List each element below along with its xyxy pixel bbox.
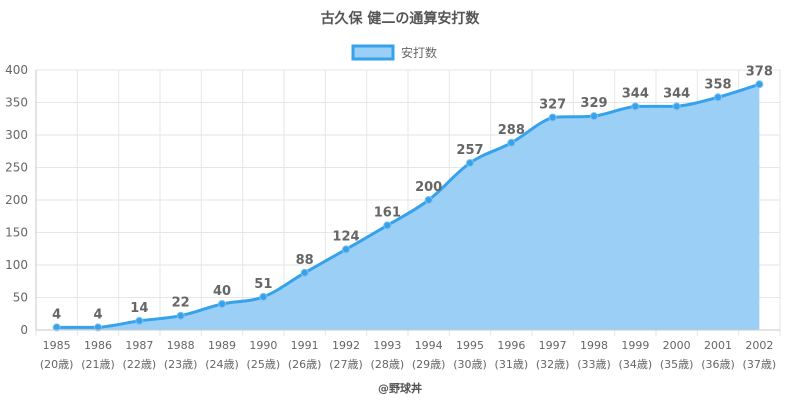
y-tick-label: 100 xyxy=(5,258,28,272)
data-point[interactable] xyxy=(590,112,598,121)
data-point[interactable] xyxy=(466,158,474,167)
x-tick-label: 1996 xyxy=(497,339,525,352)
x-tick-label: 1990 xyxy=(249,339,277,352)
legend-label: 安打数 xyxy=(401,45,437,60)
x-tick-sublabel: (37歳) xyxy=(743,358,777,371)
x-tick-sublabel: (28歳) xyxy=(371,358,405,371)
data-point[interactable] xyxy=(342,245,350,254)
y-tick-label: 400 xyxy=(5,63,28,77)
data-point[interactable] xyxy=(548,113,557,122)
data-label: 344 xyxy=(663,86,690,101)
data-label: 358 xyxy=(704,77,731,92)
x-tick-sublabel: (26歳) xyxy=(288,358,322,371)
data-point[interactable] xyxy=(94,323,102,332)
data-label: 88 xyxy=(296,253,314,268)
data-point[interactable] xyxy=(52,323,61,332)
y-tick-label: 200 xyxy=(5,193,28,207)
data-point[interactable] xyxy=(383,221,392,230)
axes: 0 50 100 150 200 250 300 350 400 1985 (20歳) 1986 (21… xyxy=(5,63,780,371)
x-tick-label: 1986 xyxy=(84,339,112,352)
x-tick-sublabel: (36歳) xyxy=(701,358,735,371)
data-point[interactable] xyxy=(218,300,226,308)
x-tick-sublabel: (27歳) xyxy=(329,358,363,371)
data-label: 4 xyxy=(52,307,61,322)
x-tick-sublabel: (22歳) xyxy=(123,358,157,371)
y-tick-label: 350 xyxy=(5,96,28,110)
x-tick-label: 1994 xyxy=(415,339,443,352)
x-tick-sublabel: (21歳) xyxy=(81,358,115,371)
x-tick-label: 1988 xyxy=(167,339,195,352)
x-tick-sublabel: (29歳) xyxy=(412,358,446,371)
series-area-fill xyxy=(56,84,760,330)
y-tick-label: 150 xyxy=(5,226,28,240)
legend[interactable]: 安打数 xyxy=(351,44,437,61)
x-tick-sublabel: (24歳) xyxy=(205,358,239,371)
x-tick-label: 1995 xyxy=(456,339,484,352)
legend-swatch xyxy=(351,44,395,61)
data-label: 4 xyxy=(93,307,102,322)
x-tick-sublabel: (25歳) xyxy=(247,358,281,371)
data-label: 288 xyxy=(498,123,525,138)
y-tick-label: 50 xyxy=(13,291,28,305)
y-tick-label: 0 xyxy=(20,323,28,337)
data-label: 329 xyxy=(580,96,607,111)
x-tick-label: 2000 xyxy=(663,339,691,352)
data-label: 22 xyxy=(172,296,190,311)
data-label: 344 xyxy=(622,86,649,101)
x-tick-label: 1999 xyxy=(621,339,649,352)
x-tick-label: 2001 xyxy=(704,339,732,352)
x-tick-label: 2002 xyxy=(745,339,773,352)
points xyxy=(52,80,764,332)
x-tick-label: 1992 xyxy=(332,339,360,352)
data-label: 40 xyxy=(213,284,231,299)
data-point[interactable] xyxy=(259,292,268,301)
data-labels: 4 4 14 22 40 51 88 124 161 200 257 288 327 329 344 344 3… xyxy=(52,64,773,322)
data-point[interactable] xyxy=(631,102,640,111)
x-tick-sublabel: (33歳) xyxy=(577,358,611,371)
data-point[interactable] xyxy=(300,268,309,277)
x-tick-label: 1991 xyxy=(291,339,319,352)
x-tick-sublabel: (20歳) xyxy=(40,358,74,371)
data-label: 14 xyxy=(130,301,148,316)
data-label: 161 xyxy=(374,205,401,220)
x-tick-label: 1989 xyxy=(208,339,236,352)
x-tick-label: 1997 xyxy=(539,339,567,352)
data-label: 257 xyxy=(456,143,483,158)
x-tick-sublabel: (32歳) xyxy=(536,358,570,371)
x-tick-sublabel: (35歳) xyxy=(660,358,694,371)
y-tick-label: 300 xyxy=(5,128,28,142)
data-label: 124 xyxy=(332,229,359,244)
chart-title: 古久保 健二の通算安打数 xyxy=(321,10,481,27)
data-label: 200 xyxy=(415,180,442,195)
data-point[interactable] xyxy=(672,102,681,111)
data-label: 378 xyxy=(746,64,773,79)
data-label: 51 xyxy=(254,277,272,292)
x-tick-sublabel: (31歳) xyxy=(495,358,529,371)
data-point[interactable] xyxy=(424,196,433,204)
x-tick-sublabel: (30歳) xyxy=(453,358,487,371)
x-tick-sublabel: (23歳) xyxy=(164,358,198,371)
x-tick-label: 1987 xyxy=(125,339,153,352)
data-point[interactable] xyxy=(755,80,764,89)
data-label: 327 xyxy=(539,97,566,112)
data-point[interactable] xyxy=(714,93,722,102)
x-tick-label: 1993 xyxy=(373,339,401,352)
data-point[interactable] xyxy=(135,316,144,325)
data-point[interactable] xyxy=(176,311,185,320)
x-tick-label: 1998 xyxy=(580,339,608,352)
data-point[interactable] xyxy=(507,138,516,147)
x-tick-sublabel: (34歳) xyxy=(619,358,653,371)
y-tick-label: 250 xyxy=(5,161,28,175)
footer-credit: @野球丼 xyxy=(378,381,422,395)
x-tick-label: 1985 xyxy=(43,339,71,352)
